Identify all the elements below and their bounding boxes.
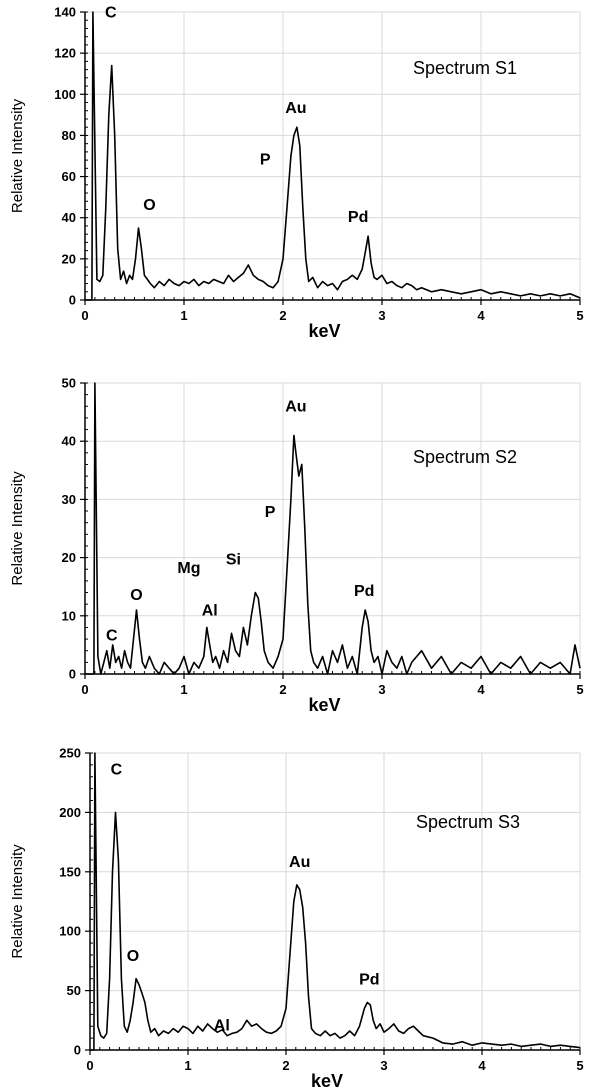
y-tick-label: 50 [62, 376, 76, 391]
y-tick-label: 60 [62, 169, 76, 184]
x-tick-label: 3 [378, 308, 385, 323]
y-tick-label: 40 [62, 434, 76, 449]
spectrum-line [90, 752, 581, 1051]
y-tick-label: 0 [69, 667, 76, 682]
y-tick-label: 80 [62, 128, 76, 143]
y-axis-label: Relative Intensity [9, 98, 26, 213]
peak-label: C [105, 4, 117, 21]
x-tick-label: 2 [279, 682, 286, 697]
peak-label: Si [226, 552, 241, 569]
y-tick-label: 0 [74, 1043, 81, 1058]
x-tick-label: 0 [81, 308, 88, 323]
x-axis-label: keV [311, 1071, 343, 1090]
y-tick-label: 120 [54, 46, 76, 61]
y-tick-label: 40 [62, 210, 76, 225]
x-tick-label: 4 [478, 1058, 486, 1073]
y-tick-label: 10 [62, 608, 76, 623]
x-tick-label: 0 [86, 1058, 93, 1073]
x-tick-label: 4 [477, 682, 485, 697]
peak-label: O [143, 197, 155, 214]
peak-label: Au [285, 100, 306, 117]
x-axis-label: keV [308, 695, 340, 715]
peak-label: C [111, 761, 123, 778]
y-tick-label: 150 [59, 864, 81, 879]
x-tick-label: 5 [576, 1058, 583, 1073]
y-tick-label: 20 [62, 550, 76, 565]
peak-label: Au [289, 854, 310, 871]
spectrum-line [85, 382, 581, 675]
x-tick-label: 5 [576, 308, 583, 323]
peak-label: P [265, 504, 276, 521]
peak-label: Pd [354, 583, 374, 600]
y-axis-label: Relative Intensity [9, 844, 26, 959]
x-tick-label: 0 [81, 682, 88, 697]
x-tick-label: 2 [279, 308, 286, 323]
x-tick-label: 1 [180, 682, 187, 697]
y-tick-label: 20 [62, 251, 76, 266]
x-tick-label: 3 [380, 1058, 387, 1073]
peak-label: Al [214, 1017, 230, 1034]
x-tick-label: 2 [282, 1058, 289, 1073]
peak-label: Pd [359, 971, 379, 988]
peak-label: Al [202, 602, 218, 619]
y-tick-label: 140 [54, 5, 76, 20]
y-axis-label: Relative Intensity [9, 471, 26, 586]
peak-label: P [260, 152, 271, 169]
spectrum-title: Spectrum S1 [413, 58, 517, 78]
x-tick-label: 5 [576, 682, 583, 697]
x-tick-label: 1 [184, 1058, 191, 1073]
peak-label: Au [285, 398, 306, 415]
y-tick-label: 0 [69, 293, 76, 308]
peak-label: Pd [348, 209, 368, 226]
y-tick-label: 100 [54, 87, 76, 102]
y-tick-label: 250 [59, 746, 81, 761]
peak-label: Mg [177, 560, 200, 577]
x-axis-label: keV [308, 321, 340, 341]
y-tick-label: 50 [67, 983, 81, 998]
spectrum-title: Spectrum S2 [413, 447, 517, 467]
y-tick-label: 200 [59, 805, 81, 820]
chart-panel-1: 0 1 2 3 4 5 0 20 40 60 80 100 120 140 keV Relative Inte… [9, 4, 584, 341]
peak-label: O [127, 948, 139, 965]
x-tick-label: 3 [378, 682, 385, 697]
spectrum-title: Spectrum S3 [416, 812, 520, 832]
peak-label: O [130, 587, 142, 604]
x-tick-label: 1 [180, 308, 187, 323]
y-tick-label: 30 [62, 492, 76, 507]
peak-label: C [106, 628, 118, 645]
x-tick-label: 4 [477, 308, 485, 323]
spectrum-line [85, 11, 581, 301]
y-tick-label: 100 [59, 924, 81, 939]
